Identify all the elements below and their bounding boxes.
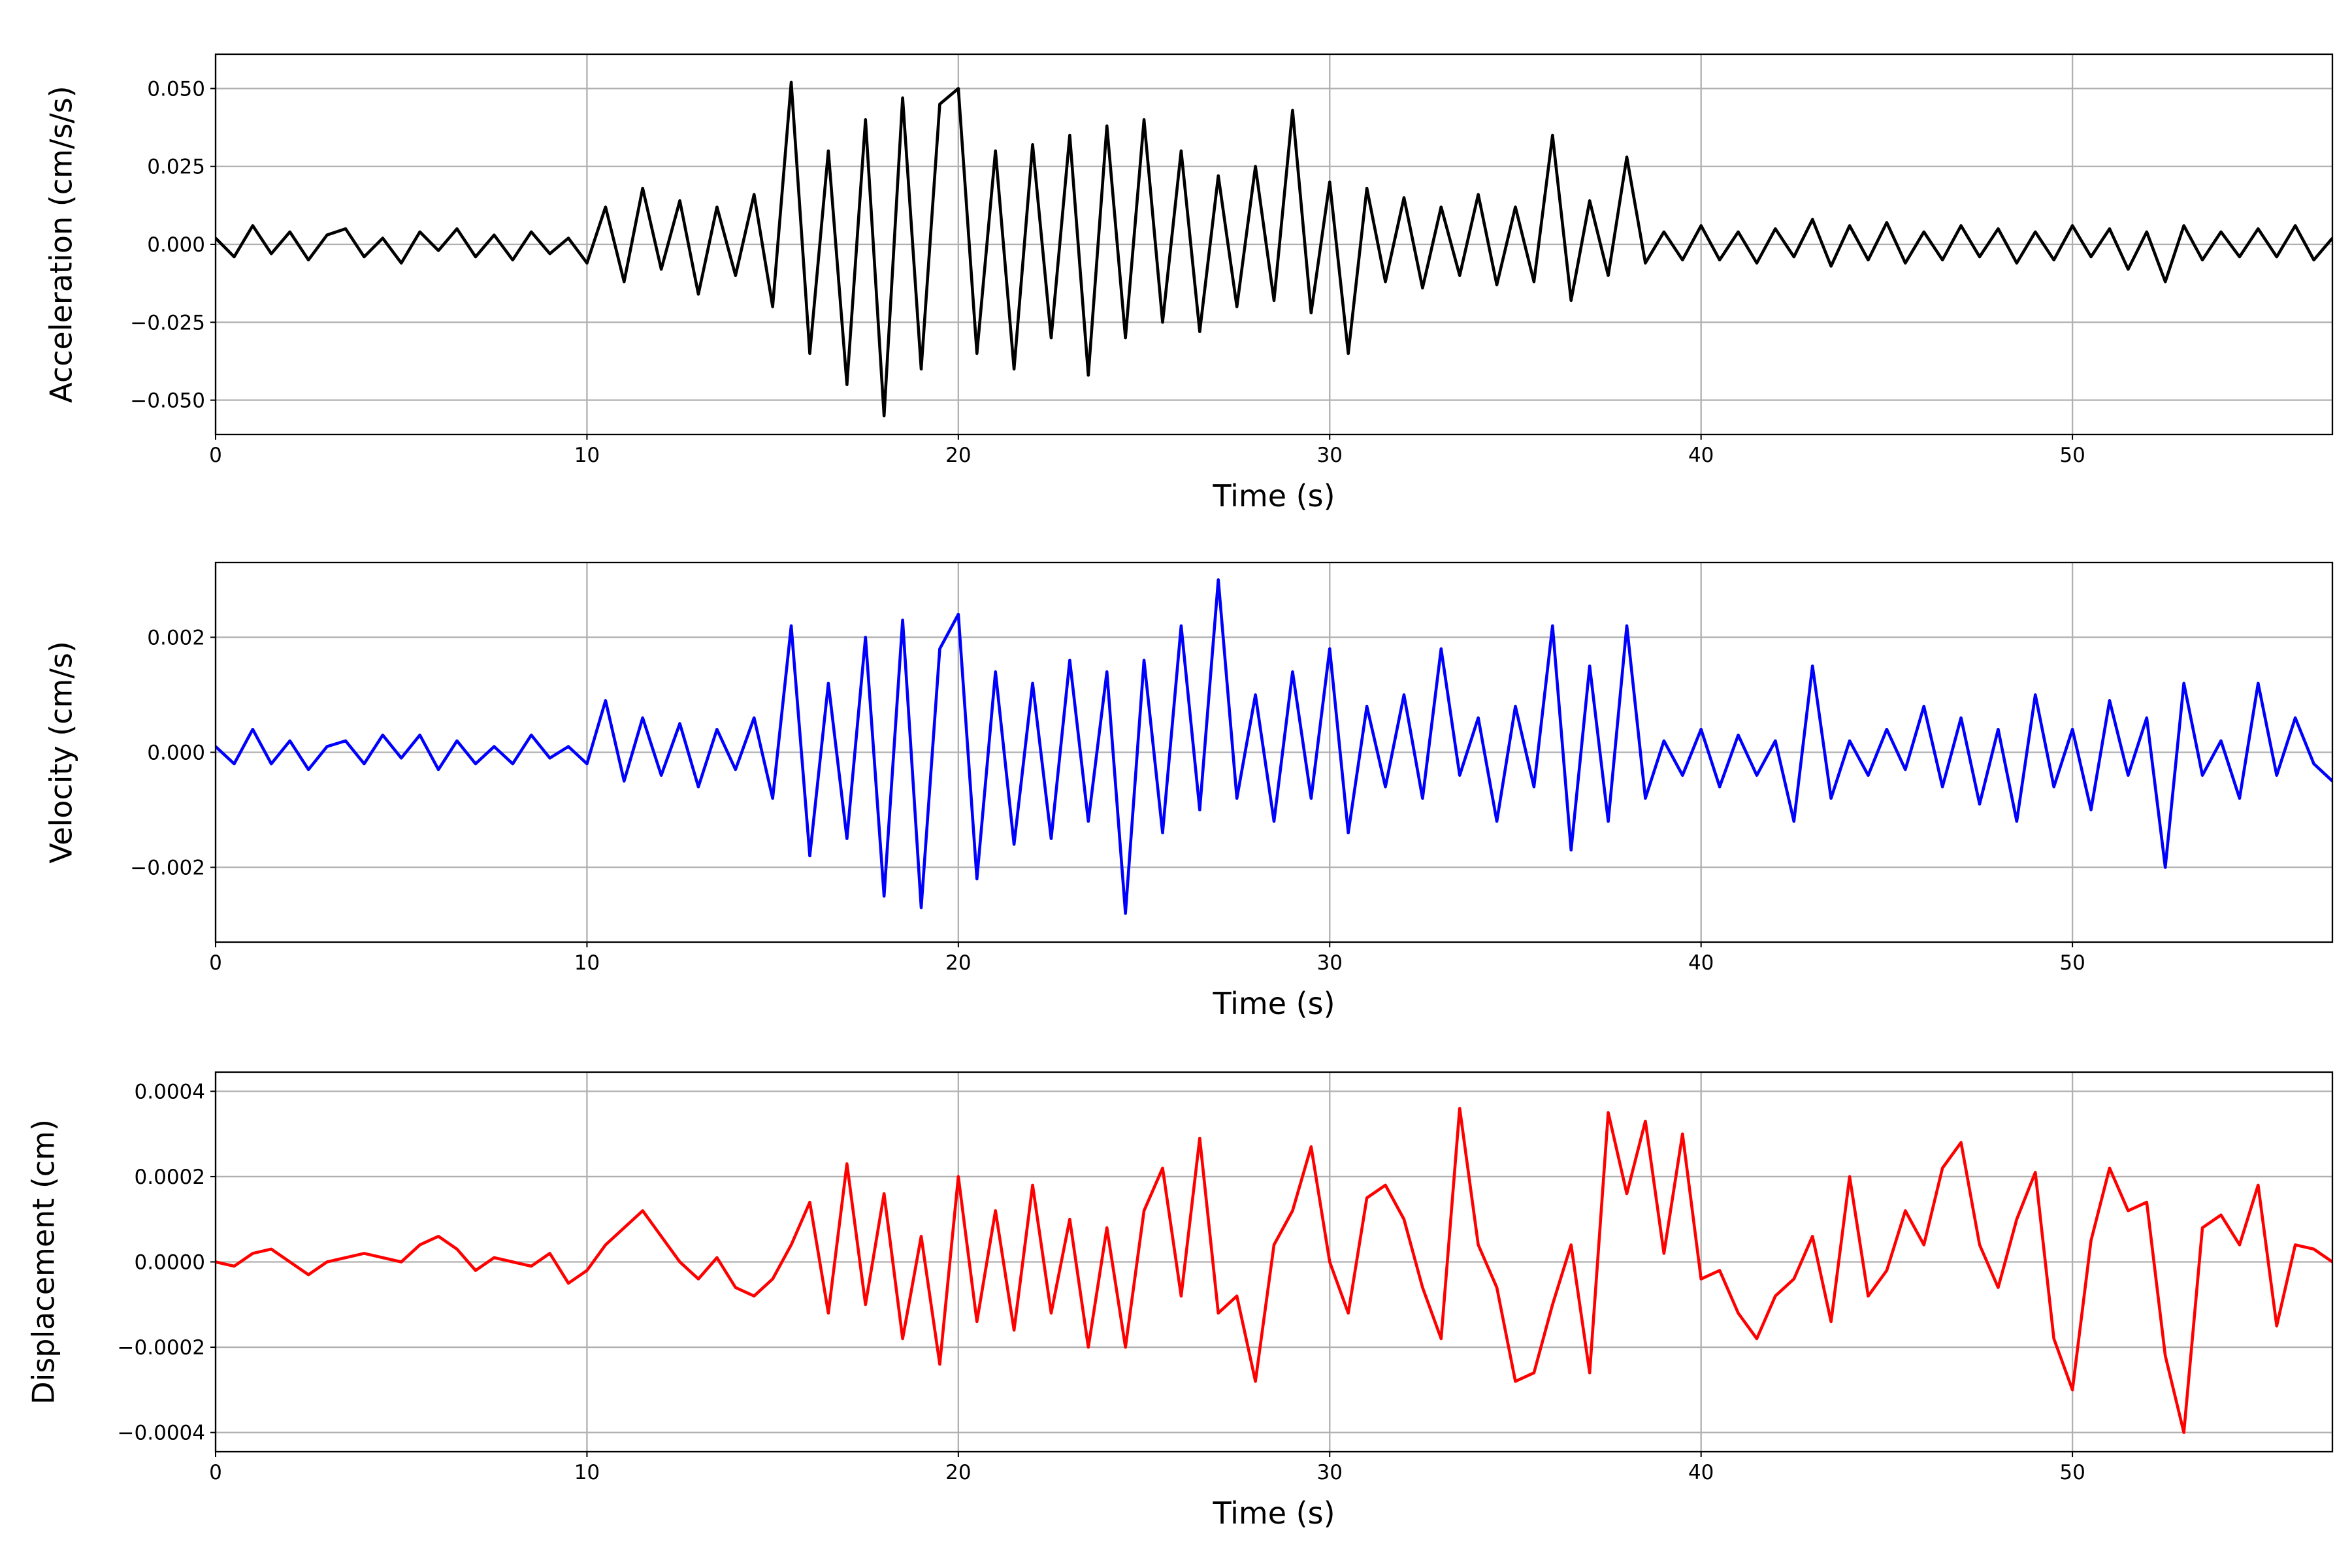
x-tick-label: 0 bbox=[209, 1461, 222, 1484]
x-tick-label: 30 bbox=[1317, 1461, 1343, 1484]
x-tick-label: 40 bbox=[1688, 951, 1714, 975]
x-axis-label: Time (s) bbox=[1212, 1495, 1335, 1531]
data-line bbox=[216, 1107, 2332, 1434]
x-tick-label: 50 bbox=[2059, 951, 2085, 975]
x-tick-label: 30 bbox=[1317, 444, 1343, 467]
axes-frame bbox=[214, 1071, 2334, 1453]
y-tick-label: −0.0002 bbox=[118, 1336, 205, 1360]
y-axis-label: Acceleration (cm/s/s) bbox=[44, 86, 79, 402]
x-tick-label: 20 bbox=[945, 444, 971, 467]
y-tick-label: 0.025 bbox=[147, 155, 205, 179]
x-tick-label: 10 bbox=[574, 444, 600, 467]
y-tick-label: 0.0002 bbox=[135, 1166, 205, 1189]
y-tick-label: 0.0004 bbox=[135, 1080, 205, 1103]
x-tick-label: 10 bbox=[574, 951, 600, 975]
x-axis-label: Time (s) bbox=[1212, 986, 1335, 1021]
y-tick-label: −0.0004 bbox=[118, 1422, 205, 1445]
x-tick-label: 20 bbox=[945, 951, 971, 975]
x-axis-label: Time (s) bbox=[1212, 478, 1335, 514]
x-tick-label: 30 bbox=[1317, 951, 1343, 975]
data-line bbox=[216, 80, 2332, 417]
axes-frame bbox=[214, 561, 2334, 943]
x-tick-label: 0 bbox=[209, 951, 222, 975]
y-axis-label: Velocity (cm/s) bbox=[44, 641, 79, 864]
y-tick-label: 0.000 bbox=[147, 233, 205, 257]
axes-frame bbox=[214, 53, 2334, 436]
x-tick-label: 40 bbox=[1688, 1461, 1714, 1484]
data-line bbox=[216, 578, 2332, 915]
x-tick-label: 10 bbox=[574, 1461, 600, 1484]
y-tick-label: 0.002 bbox=[147, 626, 205, 649]
y-tick-label: −0.050 bbox=[130, 389, 205, 413]
x-tick-label: 50 bbox=[2059, 444, 2085, 467]
y-tick-label: −0.025 bbox=[130, 311, 205, 335]
y-tick-label: 0.000 bbox=[147, 742, 205, 765]
y-tick-label: −0.002 bbox=[130, 857, 205, 880]
x-tick-label: 50 bbox=[2059, 1461, 2085, 1484]
x-tick-label: 40 bbox=[1688, 444, 1714, 467]
y-tick-label: 0.050 bbox=[147, 77, 205, 101]
y-axis-label: Displacement (cm) bbox=[26, 1119, 61, 1405]
x-tick-label: 20 bbox=[945, 1461, 971, 1484]
y-tick-label: 0.0000 bbox=[135, 1251, 205, 1275]
x-tick-label: 0 bbox=[209, 444, 222, 467]
